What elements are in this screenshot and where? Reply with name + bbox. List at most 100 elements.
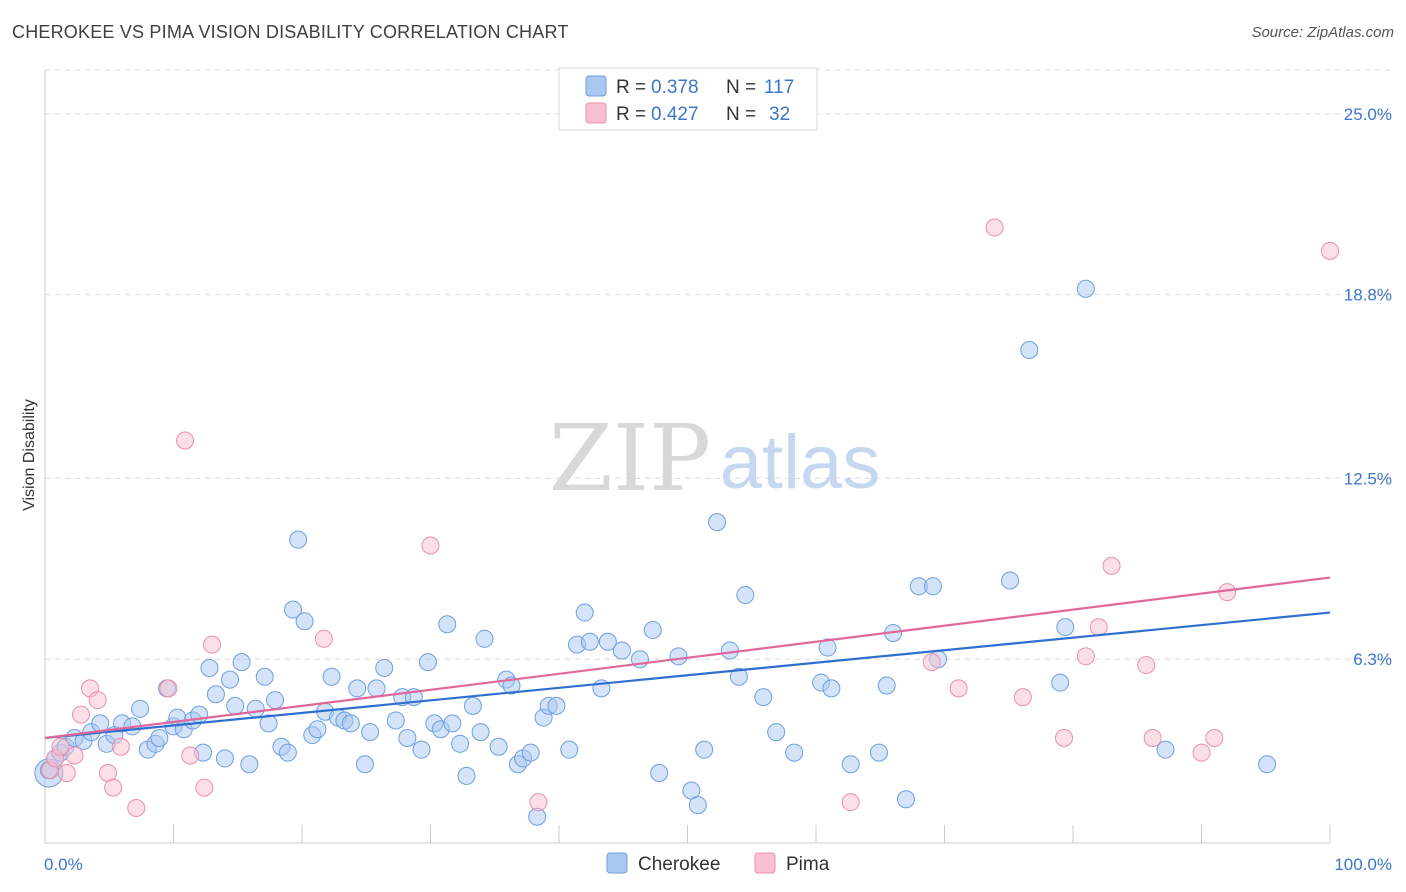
cherokee-point: [295, 612, 314, 631]
legend-n-value-2: 32: [769, 104, 790, 125]
cherokee-point: [259, 714, 278, 733]
pima-point: [71, 705, 90, 724]
cherokee-point: [785, 743, 804, 762]
cherokee-point: [841, 755, 860, 774]
bottom-legend-swatch-cherokee: [606, 852, 628, 874]
data-points: [34, 218, 1339, 826]
pima-point: [203, 635, 222, 654]
cherokee-point: [418, 653, 437, 672]
legend-n-value-1: 117: [764, 77, 794, 98]
cherokee-point: [348, 679, 367, 698]
pima-point: [421, 536, 440, 555]
watermark-atlas: atlas: [720, 420, 881, 505]
trend-lines: [44, 576, 1331, 740]
pima-point: [1137, 656, 1156, 675]
cherokee-point: [643, 621, 662, 640]
cherokee-point: [754, 688, 773, 707]
pima-point: [88, 691, 107, 710]
cherokee-point: [190, 705, 209, 724]
cherokee-point: [443, 714, 462, 733]
pima-point: [985, 218, 1004, 237]
cherokee-point: [547, 696, 566, 715]
cherokee-point: [266, 691, 285, 710]
cherokee-point: [246, 699, 265, 718]
bottom-legend-swatch-pima: [754, 852, 776, 874]
cherokee-point: [869, 743, 888, 762]
cherokee-point: [612, 641, 631, 660]
cherokee-point: [215, 749, 234, 768]
cherokee-point: [308, 720, 327, 739]
cherokee-point: [822, 679, 841, 698]
pima-point: [529, 793, 548, 812]
legend-r-label-2: R =: [616, 104, 646, 125]
cherokee-point: [695, 740, 714, 759]
cherokee-point: [1001, 571, 1020, 590]
pima-trend-line: [44, 576, 1331, 740]
cherokee-point: [150, 728, 169, 747]
pima-point: [127, 798, 146, 817]
x-tick-label: 0.0%: [44, 855, 83, 874]
cherokee-point: [489, 737, 508, 756]
cherokee-point: [650, 763, 669, 782]
bottom-legend-label-pima: Pima: [786, 854, 830, 875]
cherokee-point: [560, 740, 579, 759]
legend-n-label-2: N =: [726, 104, 756, 125]
cherokee-point: [896, 790, 915, 809]
cherokee-point: [232, 653, 251, 672]
pima-point: [314, 629, 333, 648]
cherokee-point: [598, 632, 617, 651]
cherokee-point: [226, 696, 245, 715]
cherokee-point: [1258, 755, 1277, 774]
cherokee-point: [289, 530, 308, 549]
cherokee-point: [278, 743, 297, 762]
cherokee-point: [767, 723, 786, 742]
cherokee-point: [255, 667, 274, 686]
pima-point: [949, 679, 968, 698]
pima-point: [1102, 556, 1121, 575]
cherokee-point: [688, 796, 707, 815]
y-axis-title: Vision Disability: [21, 399, 38, 511]
cherokee-point: [341, 714, 360, 733]
cherokee-point: [386, 711, 405, 730]
legend-n-label-1: N =: [726, 77, 756, 98]
pima-point: [159, 679, 178, 698]
y-tick-label: 12.5%: [1344, 469, 1392, 488]
cherokee-point: [1051, 673, 1070, 692]
cherokee-point: [471, 723, 490, 742]
cherokee-point: [818, 638, 837, 657]
cherokee-point: [877, 676, 896, 695]
pima-point: [176, 431, 195, 450]
legend-r-value-1: 0.378: [651, 77, 699, 98]
cherokee-point: [367, 679, 386, 698]
cherokee-point: [475, 629, 494, 648]
x-tick-label: 100.0%: [1334, 855, 1392, 874]
cherokee-point: [923, 577, 942, 596]
legend: R = 0.378 N = 117 R = 0.427 N = 32: [558, 67, 818, 131]
y-tick-label: 25.0%: [1344, 105, 1392, 124]
cherokee-point: [206, 685, 225, 704]
pima-point: [1205, 728, 1224, 747]
legend-r-label-1: R =: [616, 77, 646, 98]
cherokee-trend-line: [44, 611, 1331, 740]
bottom-legend: Cherokee Pima: [606, 852, 830, 875]
pima-point: [51, 737, 70, 756]
pima-point: [65, 746, 84, 765]
pima-point: [1192, 743, 1211, 762]
tick-labels: 6.3% 12.5% 18.8% 25.0% 0.0% 100.0%: [44, 105, 1392, 874]
cherokee-point: [575, 603, 594, 622]
cherokee-point: [412, 740, 431, 759]
pima-point: [841, 793, 860, 812]
cherokee-point: [457, 766, 476, 785]
cherokee-point: [200, 658, 219, 677]
cherokee-point: [131, 699, 150, 718]
cherokee-point: [375, 658, 394, 677]
cherokee-point: [322, 667, 341, 686]
cherokee-point: [1056, 618, 1075, 637]
cherokee-point: [463, 696, 482, 715]
cherokee-point: [729, 667, 748, 686]
cherokee-point: [580, 632, 599, 651]
pima-point: [181, 746, 200, 765]
y-tick-label: 18.8%: [1344, 286, 1392, 305]
pima-point: [195, 778, 214, 797]
